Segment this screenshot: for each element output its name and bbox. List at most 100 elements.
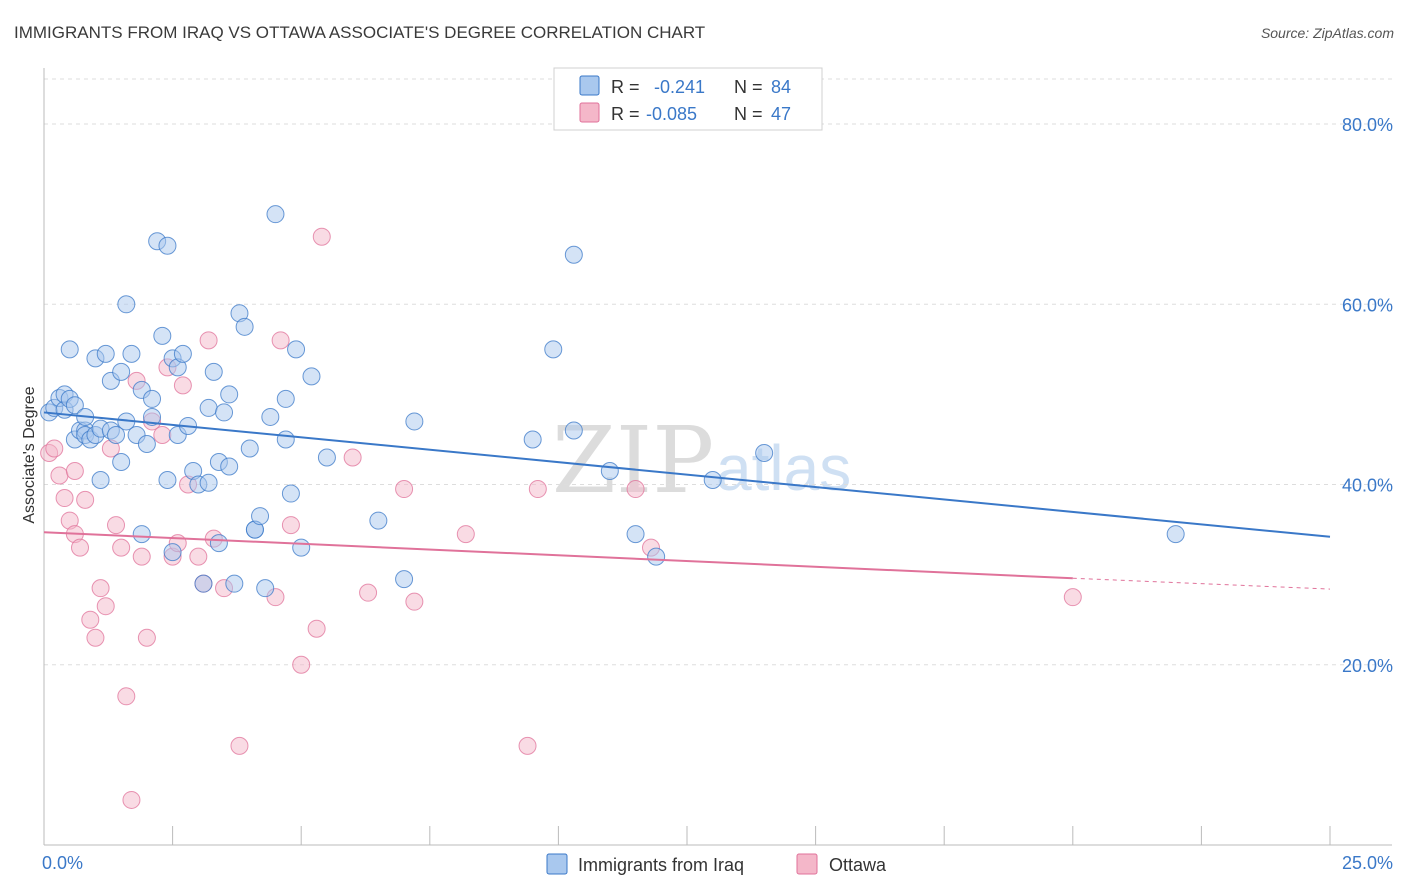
data-point-ottawa bbox=[117, 687, 136, 706]
y-tick-label: 20.0% bbox=[1342, 656, 1393, 676]
legend-swatch-blue bbox=[579, 75, 600, 96]
data-point-iraq bbox=[91, 471, 110, 490]
data-point-iraq bbox=[369, 511, 388, 530]
data-point-ottawa bbox=[76, 490, 95, 509]
y-tick-label: 80.0% bbox=[1342, 115, 1393, 135]
data-point-iraq bbox=[251, 507, 270, 526]
data-point-iraq bbox=[107, 425, 126, 444]
data-point-ottawa bbox=[173, 376, 192, 395]
data-point-iraq bbox=[626, 525, 645, 544]
bottom-legend-swatch-ottawa bbox=[796, 853, 818, 875]
data-point-iraq bbox=[703, 471, 722, 490]
data-point-ottawa bbox=[65, 462, 84, 481]
data-point-ottawa bbox=[271, 331, 290, 350]
data-point-iraq bbox=[215, 403, 234, 422]
data-point-ottawa bbox=[518, 736, 537, 755]
trend-lines bbox=[43, 411, 1331, 590]
data-point-iraq bbox=[122, 344, 141, 363]
data-point-iraq bbox=[302, 367, 321, 386]
data-point-ottawa bbox=[55, 489, 74, 508]
data-point-ottawa bbox=[112, 538, 131, 557]
data-point-ottawa bbox=[343, 448, 362, 467]
data-point-iraq bbox=[209, 534, 228, 553]
data-point-iraq bbox=[225, 574, 244, 593]
legend-swatch-pink bbox=[579, 102, 600, 123]
data-point-ottawa bbox=[96, 597, 115, 616]
data-point-ottawa bbox=[137, 628, 156, 647]
data-point-iraq bbox=[1166, 525, 1185, 544]
data-point-ottawa bbox=[81, 610, 100, 629]
data-point-iraq bbox=[163, 543, 182, 562]
data-point-iraq bbox=[112, 453, 131, 471]
data-point-iraq bbox=[112, 362, 131, 381]
y-tick-label: 60.0% bbox=[1342, 295, 1393, 315]
data-point-iraq bbox=[204, 362, 223, 381]
data-point-iraq bbox=[199, 398, 218, 417]
watermark: ZIP atlas bbox=[552, 407, 851, 514]
legend-n-label-2: N = bbox=[734, 104, 763, 124]
x-tick-label: 0.0% bbox=[42, 853, 83, 873]
data-point-ottawa bbox=[1063, 588, 1082, 607]
legend-n-value-2: 47 bbox=[771, 104, 791, 124]
bottom-legend: Immigrants from Iraq Ottawa bbox=[546, 853, 887, 875]
data-point-ottawa bbox=[626, 480, 645, 499]
data-point-ottawa bbox=[281, 516, 300, 535]
data-point-ottawa bbox=[50, 466, 69, 485]
data-point-ottawa bbox=[395, 480, 414, 499]
data-point-ottawa bbox=[528, 480, 547, 499]
data-point-iraq bbox=[405, 412, 424, 431]
trend-line-iraq bbox=[43, 411, 1331, 538]
data-point-iraq bbox=[276, 430, 295, 449]
legend-r-value-2: -0.085 bbox=[646, 104, 697, 124]
data-point-iraq bbox=[276, 389, 295, 408]
data-point-iraq bbox=[137, 434, 156, 453]
trend-line-ottawa-dashed bbox=[1072, 577, 1331, 590]
legend-n-label-1: N = bbox=[734, 77, 763, 97]
legend-r-label-1: R = bbox=[611, 77, 640, 97]
data-point-iraq bbox=[240, 439, 259, 458]
data-point-iraq bbox=[266, 205, 285, 224]
data-point-ottawa bbox=[307, 619, 326, 638]
data-point-ottawa bbox=[292, 655, 311, 674]
x-tick-labels: 0.0% 25.0% bbox=[42, 853, 1393, 873]
data-point-ottawa bbox=[230, 736, 249, 755]
data-point-ottawa bbox=[199, 331, 218, 350]
data-point-iraq bbox=[220, 385, 239, 404]
data-point-ottawa bbox=[312, 227, 331, 246]
data-point-iraq bbox=[96, 344, 115, 363]
data-point-ottawa bbox=[153, 425, 172, 444]
data-point-iraq bbox=[395, 570, 414, 589]
gridlines bbox=[44, 78, 1392, 666]
data-point-iraq bbox=[143, 407, 162, 426]
legend: R = -0.241 N = 84 R = -0.085 N = 47 bbox=[553, 67, 823, 131]
data-point-iraq bbox=[523, 430, 542, 449]
legend-r-label-2: R = bbox=[611, 104, 640, 124]
data-point-ottawa bbox=[107, 516, 126, 535]
data-point-iraq bbox=[564, 421, 583, 440]
data-point-ottawa bbox=[405, 592, 424, 611]
y-axis-label: Associate's Degree bbox=[21, 386, 38, 523]
data-point-iraq bbox=[647, 547, 666, 566]
data-point-iraq bbox=[199, 473, 218, 492]
chart-title: IMMIGRANTS FROM IRAQ VS OTTAWA ASSOCIATE… bbox=[14, 23, 705, 42]
data-point-iraq bbox=[194, 574, 213, 593]
watermark-atlas: atlas bbox=[716, 432, 851, 504]
y-tick-label: 40.0% bbox=[1342, 476, 1393, 496]
data-point-iraq bbox=[256, 579, 275, 598]
data-point-iraq bbox=[132, 525, 151, 544]
data-point-ottawa bbox=[45, 439, 64, 458]
data-point-ottawa bbox=[359, 583, 378, 602]
legend-n-value-1: 84 bbox=[771, 77, 791, 97]
trend-line-ottawa bbox=[43, 531, 1073, 580]
y-tick-labels: 20.0% 40.0% 60.0% 80.0% bbox=[1342, 115, 1393, 676]
bottom-legend-label-iraq: Immigrants from Iraq bbox=[578, 855, 744, 875]
data-point-ottawa bbox=[71, 538, 90, 557]
data-point-iraq bbox=[755, 443, 774, 462]
data-point-iraq bbox=[153, 326, 172, 345]
data-point-iraq bbox=[564, 245, 583, 264]
data-point-iraq bbox=[261, 407, 280, 426]
data-point-iraq bbox=[60, 340, 79, 359]
data-point-iraq bbox=[600, 462, 619, 481]
data-point-iraq bbox=[158, 236, 177, 255]
data-point-iraq bbox=[544, 340, 563, 359]
